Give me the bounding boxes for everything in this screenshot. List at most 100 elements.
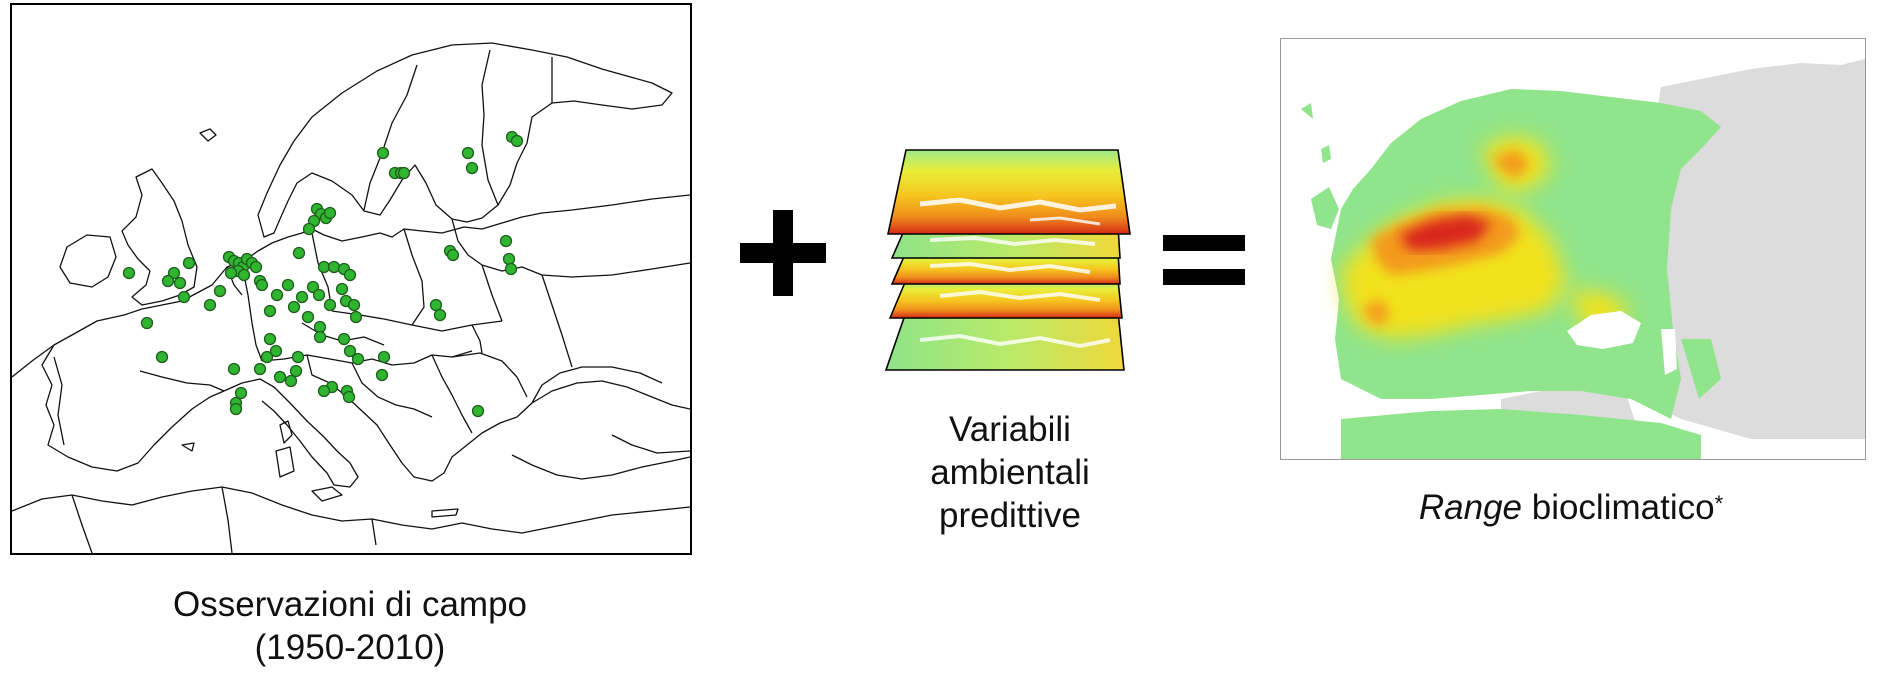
black-sea-hole xyxy=(1567,311,1641,349)
predictors-caption-line2: ambientali xyxy=(930,453,1090,492)
observation-point xyxy=(342,390,356,404)
observation-point xyxy=(461,146,475,160)
caspian-mask xyxy=(1661,329,1677,375)
coastline-iberia xyxy=(41,344,225,472)
border-sweden-finland xyxy=(481,49,499,206)
observation-point xyxy=(327,260,341,274)
observation-point xyxy=(229,402,243,416)
observation-point xyxy=(182,256,196,270)
observation-point xyxy=(281,278,295,292)
observation-point xyxy=(227,362,241,376)
island-sicily xyxy=(311,486,343,502)
predictors-caption-line1: Variabili xyxy=(949,410,1071,449)
range-caption: Range bioclimatico* xyxy=(1278,482,1864,529)
observation-point xyxy=(263,332,277,346)
coastline-islands-north xyxy=(199,128,217,142)
island-corsica xyxy=(279,420,293,444)
observation-point xyxy=(161,274,175,288)
coastline-black-sea xyxy=(516,380,690,418)
island-crete xyxy=(431,508,459,518)
range-caption-emphasis: Range xyxy=(1418,488,1522,527)
observation-point xyxy=(313,330,327,344)
observation-point xyxy=(510,134,524,148)
border-balkans-2 xyxy=(431,354,473,434)
equals-operator xyxy=(1163,235,1245,292)
observation-point xyxy=(471,404,485,418)
observation-point xyxy=(213,284,227,298)
observations-caption-line2: (1950-2010) xyxy=(254,628,446,667)
observation-point xyxy=(446,248,460,262)
observation-point xyxy=(375,368,389,382)
observation-point xyxy=(343,344,357,358)
range-map xyxy=(1280,38,1866,460)
observation-point xyxy=(255,278,269,292)
plus-operator xyxy=(740,210,826,301)
observation-point xyxy=(203,298,217,312)
observation-point xyxy=(377,350,391,364)
observation-point xyxy=(335,282,349,296)
border-africa-inland-2 xyxy=(221,486,233,553)
border-norway-sweden xyxy=(363,64,418,211)
observation-point xyxy=(504,262,518,276)
predictor-layer-stack xyxy=(880,140,1140,380)
observation-point xyxy=(270,288,284,302)
border-russia xyxy=(541,274,573,368)
border-belarus xyxy=(481,264,503,322)
observation-point xyxy=(347,298,361,312)
observation-point xyxy=(323,206,337,220)
observation-point xyxy=(284,374,298,388)
observation-point xyxy=(302,222,316,236)
border-spain-portugal xyxy=(53,356,65,446)
observation-point xyxy=(234,386,248,400)
observation-point xyxy=(263,304,277,318)
coastline-scandinavia xyxy=(257,42,673,238)
predictors-caption-line3: predittive xyxy=(938,496,1082,535)
observation-point xyxy=(289,364,303,378)
observation-point xyxy=(465,161,479,175)
observation-point xyxy=(429,298,443,312)
observations-caption-line1: Osservazioni di campo xyxy=(172,585,528,624)
border-turkey xyxy=(511,454,690,480)
coastline-mainland xyxy=(12,194,690,378)
layer-stack-graphic xyxy=(884,149,1131,371)
border-france-germany xyxy=(241,264,263,362)
observation-point xyxy=(376,146,390,160)
coastline-great-britain xyxy=(121,168,198,306)
range-caption-text: bioclimatico xyxy=(1522,488,1715,527)
observation-point xyxy=(249,260,263,274)
equals-icon xyxy=(1163,235,1245,285)
range-map-graphic xyxy=(1301,59,1865,459)
observation-point xyxy=(351,352,365,366)
observation-point xyxy=(292,246,306,260)
observation-point xyxy=(177,290,191,304)
border-africa-inland xyxy=(71,494,93,553)
coastline-black-sea-north xyxy=(531,366,663,404)
observation-map xyxy=(10,3,692,555)
observation-point xyxy=(260,350,274,364)
predictors-caption: Variabili ambientali predittive xyxy=(880,408,1140,537)
observation-point xyxy=(397,166,411,180)
border-africa-inland-3 xyxy=(371,518,377,546)
observation-point xyxy=(155,350,169,364)
observation-point xyxy=(323,298,337,312)
observation-point xyxy=(301,310,315,324)
observation-point xyxy=(167,266,181,280)
observation-point xyxy=(349,310,363,324)
observation-points xyxy=(122,130,524,418)
observation-point xyxy=(122,266,136,280)
coastline-north-africa xyxy=(12,486,690,534)
island-sardinia xyxy=(275,446,295,478)
observation-point xyxy=(173,276,187,290)
coastline-balkans xyxy=(329,382,518,482)
europe-outline-map xyxy=(12,42,690,553)
border-poland-east xyxy=(403,228,425,326)
border-balkans-1 xyxy=(351,362,433,418)
predictor-layer-1 xyxy=(887,149,1131,235)
border-caucasus xyxy=(611,434,690,454)
range-very-high-suitability xyxy=(1399,215,1491,251)
coastline-ireland xyxy=(59,234,117,288)
observation-point xyxy=(337,332,351,346)
border-italy-north xyxy=(306,354,331,384)
border-france-spain xyxy=(139,370,225,392)
observation-point xyxy=(343,268,357,282)
